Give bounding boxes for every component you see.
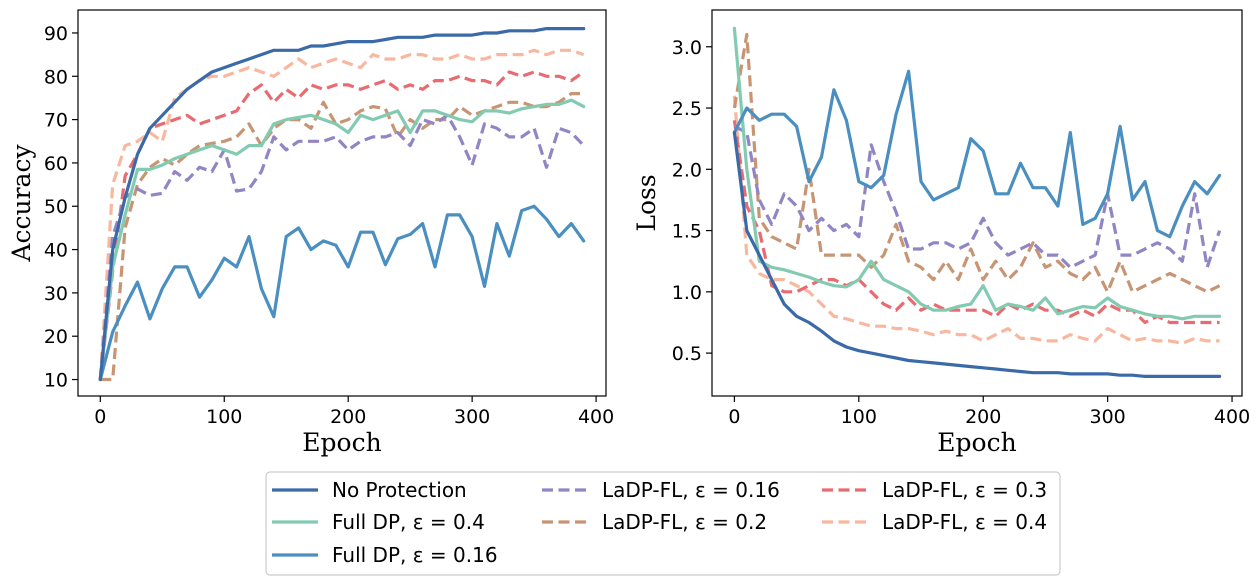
accuracy-x-axis-title: Epoch bbox=[302, 428, 381, 457]
loss-plot-frame bbox=[711, 9, 1243, 397]
accuracy-y-tick-label: 70 bbox=[44, 110, 68, 132]
accuracy-y-tick-label: 40 bbox=[44, 240, 68, 262]
loss-y-tick-label: 0.5 bbox=[672, 343, 702, 365]
loss-y-tick-label: 2.0 bbox=[672, 159, 702, 181]
accuracy-y-ticks: 10 20 30 40 50 60 70 80 90 bbox=[44, 23, 78, 392]
legend-item-ladp-fl-eps-0-16: LaDP-FL, ε = 0.16 bbox=[542, 478, 780, 502]
loss-x-axis-title: Epoch bbox=[937, 428, 1016, 457]
loss-line-ladp-fl-eps-0-16 bbox=[733, 124, 1222, 269]
accuracy-y-tick-label: 10 bbox=[44, 370, 68, 392]
accuracy-x-tick-label: 0 bbox=[94, 406, 106, 428]
legend-item-no-protection: No Protection bbox=[272, 478, 467, 502]
legend-label: LaDP-FL, ε = 0.16 bbox=[602, 478, 780, 502]
accuracy-x-tick-label: 300 bbox=[454, 406, 490, 428]
accuracy-y-tick-label: 90 bbox=[44, 23, 68, 45]
loss-line-full-dp-eps-0-16 bbox=[732, 69, 1222, 239]
loss-y-ticks: 0.5 1.0 1.5 2.0 2.5 3.0 bbox=[672, 37, 712, 365]
legend-label: LaDP-FL, ε = 0.3 bbox=[882, 478, 1047, 502]
accuracy-y-tick-label: 20 bbox=[44, 326, 68, 348]
loss-chart: 0 100 200 300 400 0.5 1.0 1.5 2.0 2.5 3.0 Epoch L… bbox=[632, 9, 1250, 457]
accuracy-y-tick-label: 30 bbox=[44, 283, 68, 305]
loss-line-no-protection bbox=[732, 130, 1222, 378]
legend-item-ladp-fl-eps-0-4: LaDP-FL, ε = 0.4 bbox=[822, 510, 1047, 534]
loss-line-ladp-fl-eps-0-4 bbox=[732, 95, 1220, 345]
accuracy-chart: 0 100 200 300 400 10 20 30 40 50 60 70 80 90 Epoch A… bbox=[7, 9, 614, 457]
loss-x-tick-label: 200 bbox=[965, 406, 1001, 428]
legend-item-ladp-fl-eps-0-2: LaDP-FL, ε = 0.2 bbox=[542, 510, 767, 534]
legend-label: No Protection bbox=[332, 478, 467, 502]
accuracy-y-tick-label: 80 bbox=[44, 66, 68, 88]
loss-x-ticks: 0 100 200 300 400 bbox=[728, 396, 1250, 428]
legend-item-full-dp-eps-0-4: Full DP, ε = 0.4 bbox=[272, 510, 485, 534]
legend-box bbox=[265, 471, 1061, 576]
loss-series bbox=[732, 26, 1222, 378]
accuracy-line-ladp-fl-eps-0-2 bbox=[100, 91, 584, 382]
accuracy-x-tick-label: 200 bbox=[330, 406, 366, 428]
loss-x-tick-label: 300 bbox=[1090, 406, 1126, 428]
loss-x-tick-label: 100 bbox=[841, 406, 877, 428]
accuracy-line-ladp-fl-eps-0-4 bbox=[98, 48, 585, 380]
loss-y-tick-label: 1.5 bbox=[672, 221, 702, 243]
legend-item-full-dp-eps-0-16: Full DP, ε = 0.16 bbox=[272, 543, 498, 567]
accuracy-series bbox=[98, 27, 586, 382]
loss-y-tick-label: 1.0 bbox=[672, 282, 702, 304]
loss-y-tick-label: 2.5 bbox=[672, 98, 702, 120]
accuracy-line-full-dp-eps-0-16 bbox=[98, 204, 586, 382]
legend-label: LaDP-FL, ε = 0.2 bbox=[602, 510, 767, 534]
loss-line-ladp-fl-eps-0-3 bbox=[732, 120, 1220, 325]
accuracy-y-tick-label: 60 bbox=[44, 153, 68, 175]
loss-line-full-dp-eps-0-4 bbox=[732, 26, 1222, 321]
accuracy-x-tick-label: 400 bbox=[578, 406, 614, 428]
accuracy-y-tick-label: 50 bbox=[44, 196, 68, 218]
accuracy-y-axis-title: Accuracy bbox=[7, 144, 36, 263]
legend-label: Full DP, ε = 0.4 bbox=[332, 510, 485, 534]
accuracy-line-no-protection bbox=[98, 27, 586, 382]
accuracy-line-ladp-fl-eps-0-16 bbox=[98, 113, 585, 380]
loss-line-ladp-fl-eps-0-2 bbox=[732, 32, 1221, 294]
accuracy-line-ladp-fl-eps-0-3 bbox=[98, 70, 585, 380]
legend-label: Full DP, ε = 0.16 bbox=[332, 543, 498, 567]
loss-x-tick-label: 400 bbox=[1214, 406, 1250, 428]
loss-x-tick-label: 0 bbox=[728, 406, 740, 428]
accuracy-x-ticks: 0 100 200 300 400 bbox=[94, 396, 614, 428]
loss-y-tick-label: 3.0 bbox=[672, 37, 702, 59]
legend-item-ladp-fl-eps-0-3: LaDP-FL, ε = 0.3 bbox=[822, 478, 1047, 502]
accuracy-line-full-dp-eps-0-4 bbox=[98, 98, 586, 382]
legend: No Protection Full DP, ε = 0.4 Full DP, ε … bbox=[265, 471, 1061, 576]
loss-y-axis-title: Loss bbox=[632, 174, 661, 231]
accuracy-plot-frame bbox=[77, 9, 607, 397]
legend-items: No Protection Full DP, ε = 0.4 Full DP, ε … bbox=[272, 478, 1047, 567]
legend-label: LaDP-FL, ε = 0.4 bbox=[882, 510, 1047, 534]
accuracy-x-tick-label: 100 bbox=[206, 406, 242, 428]
